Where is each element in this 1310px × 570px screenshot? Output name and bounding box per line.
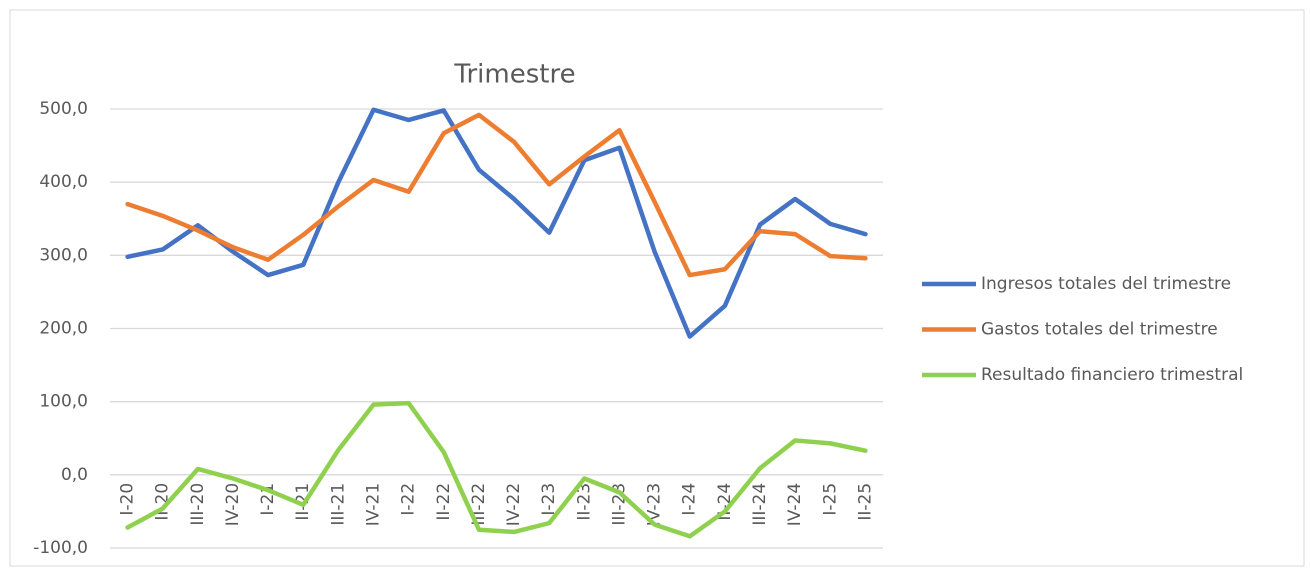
y-tick-label: 100,0 <box>39 392 88 412</box>
x-tick-label: III-24 <box>750 483 770 526</box>
x-tick-label: II-23 <box>574 483 594 521</box>
y-tick-label: 500,0 <box>39 99 88 119</box>
x-tick-label: III-20 <box>188 483 208 526</box>
series-line <box>125 400 868 539</box>
x-tick-label: I-24 <box>680 483 700 516</box>
legend-label: Gastos totales del trimestre <box>981 320 1218 340</box>
x-tick-label: IV-21 <box>364 483 384 526</box>
y-tick-label: 400,0 <box>39 172 88 192</box>
y-tick-label: -100,0 <box>33 538 88 558</box>
x-tick-label: III-23 <box>609 483 629 526</box>
x-tick-label: I-23 <box>539 483 559 516</box>
x-tick-label: I-20 <box>118 483 138 516</box>
x-tick-label: III-21 <box>328 483 348 526</box>
y-tick-label: 200,0 <box>39 319 88 339</box>
x-tick-label: II-25 <box>855 483 875 521</box>
x-tick-label: IV-23 <box>645 483 665 526</box>
chart-border <box>9 9 1305 567</box>
x-tick-label: I-22 <box>399 483 419 516</box>
series-line <box>125 107 868 339</box>
x-tick-label: I-25 <box>820 483 840 516</box>
series-line <box>125 112 868 278</box>
legend-label: Resultado financiero trimestral <box>981 365 1243 385</box>
y-tick-label: 300,0 <box>39 245 88 265</box>
x-tick-label: II-22 <box>434 483 454 521</box>
y-tick-label: 0,0 <box>61 465 88 485</box>
x-tick-label: IV-20 <box>223 483 243 526</box>
x-tick-label: IV-24 <box>785 483 805 526</box>
legend-label: Ingresos totales del trimestre <box>981 274 1231 294</box>
chart-title: Trimestre <box>453 60 575 90</box>
x-tick-label: IV-22 <box>504 483 524 526</box>
x-tick-label: II-24 <box>715 483 735 521</box>
